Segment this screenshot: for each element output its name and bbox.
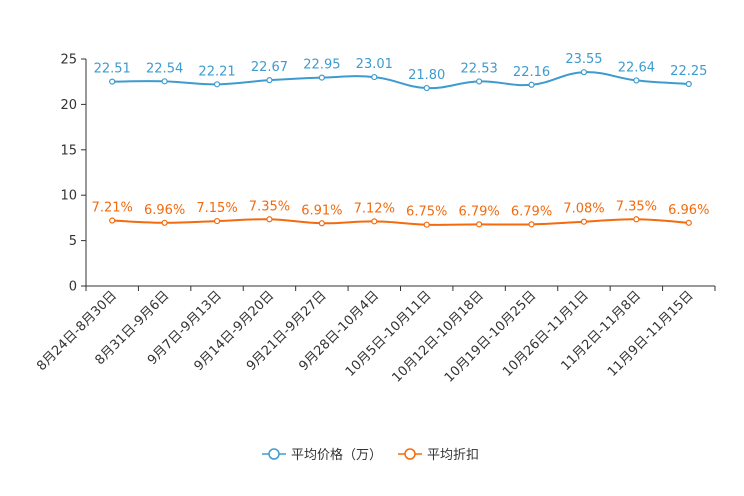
data-label: 7.35% [616, 199, 657, 214]
series-line [112, 71, 689, 90]
legend-marker [404, 448, 416, 460]
data-label: 6.96% [668, 203, 709, 218]
series-layer: 22.51 22.54 22.21 22.67 22.95 23.01 21.80 22.53… [92, 52, 709, 228]
data-point [685, 219, 692, 226]
data-point [633, 216, 640, 223]
series-2: 7.21% 6.96% 7.15% 7.35% 6.91% 7.12% 6.75% 6.79%… [92, 199, 709, 228]
data-label: 6.79% [458, 204, 499, 219]
data-label: 7.15% [196, 201, 237, 216]
y-tick-label: 25 [60, 53, 77, 68]
data-label: 22.21 [198, 64, 235, 79]
data-point [528, 221, 535, 228]
data-point [633, 77, 640, 84]
data-point [580, 218, 588, 225]
legend-item[interactable]: 平均折扣 [398, 448, 479, 463]
data-label: 22.95 [303, 58, 340, 73]
data-point [318, 220, 325, 227]
y-tick-label: 0 [69, 280, 77, 295]
data-label: 6.91% [301, 203, 342, 218]
data-point [371, 218, 378, 225]
data-label: 23.55 [565, 52, 602, 67]
data-point [266, 77, 273, 84]
legend-label: 平均折扣 [427, 448, 479, 463]
data-label: 22.67 [251, 60, 288, 75]
data-label: 22.53 [461, 61, 498, 76]
data-point [161, 219, 168, 226]
y-tick-label: 15 [60, 143, 77, 158]
data-point [109, 78, 116, 85]
legend-item[interactable]: 平均价格（万） [262, 447, 382, 463]
data-label: 7.35% [249, 199, 290, 214]
data-point [423, 84, 430, 92]
legend-marker [268, 448, 280, 460]
legend: 平均价格（万） 平均折扣 [262, 447, 479, 463]
data-point [528, 81, 535, 88]
data-point [266, 216, 273, 223]
data-label: 22.25 [670, 64, 707, 79]
data-label: 21.80 [408, 68, 445, 83]
data-point [161, 78, 168, 85]
data-label: 22.64 [618, 60, 655, 75]
data-label: 23.01 [356, 57, 393, 72]
data-point [318, 74, 325, 81]
data-point [109, 217, 116, 224]
legend-label: 平均价格（万） [291, 447, 382, 463]
x-tick-label: 10月12日-10月18日 [389, 288, 486, 385]
y-tick-label: 10 [60, 189, 77, 204]
data-label: 22.51 [94, 62, 131, 77]
data-point [371, 73, 378, 81]
x-tick-label: 10月19日-10月25日 [442, 288, 539, 385]
data-label: 6.96% [144, 203, 185, 218]
data-point [213, 81, 221, 88]
data-point [580, 69, 588, 76]
series-1: 22.51 22.54 22.21 22.67 22.95 23.01 21.80 22.53… [94, 52, 707, 92]
y-tick-label: 5 [69, 234, 77, 249]
series-line [112, 218, 689, 226]
data-point [213, 217, 221, 225]
data-label: 22.16 [513, 65, 550, 80]
data-point [476, 78, 483, 85]
data-label: 6.79% [511, 204, 552, 219]
data-label: 7.21% [92, 201, 133, 216]
data-label: 7.08% [563, 202, 604, 217]
data-point [476, 221, 483, 228]
data-label: 6.75% [406, 205, 447, 220]
data-point [423, 221, 430, 228]
data-label: 22.54 [146, 61, 183, 76]
data-label: 7.12% [354, 201, 395, 216]
data-point [685, 80, 692, 88]
y-tick-label: 20 [60, 98, 77, 113]
